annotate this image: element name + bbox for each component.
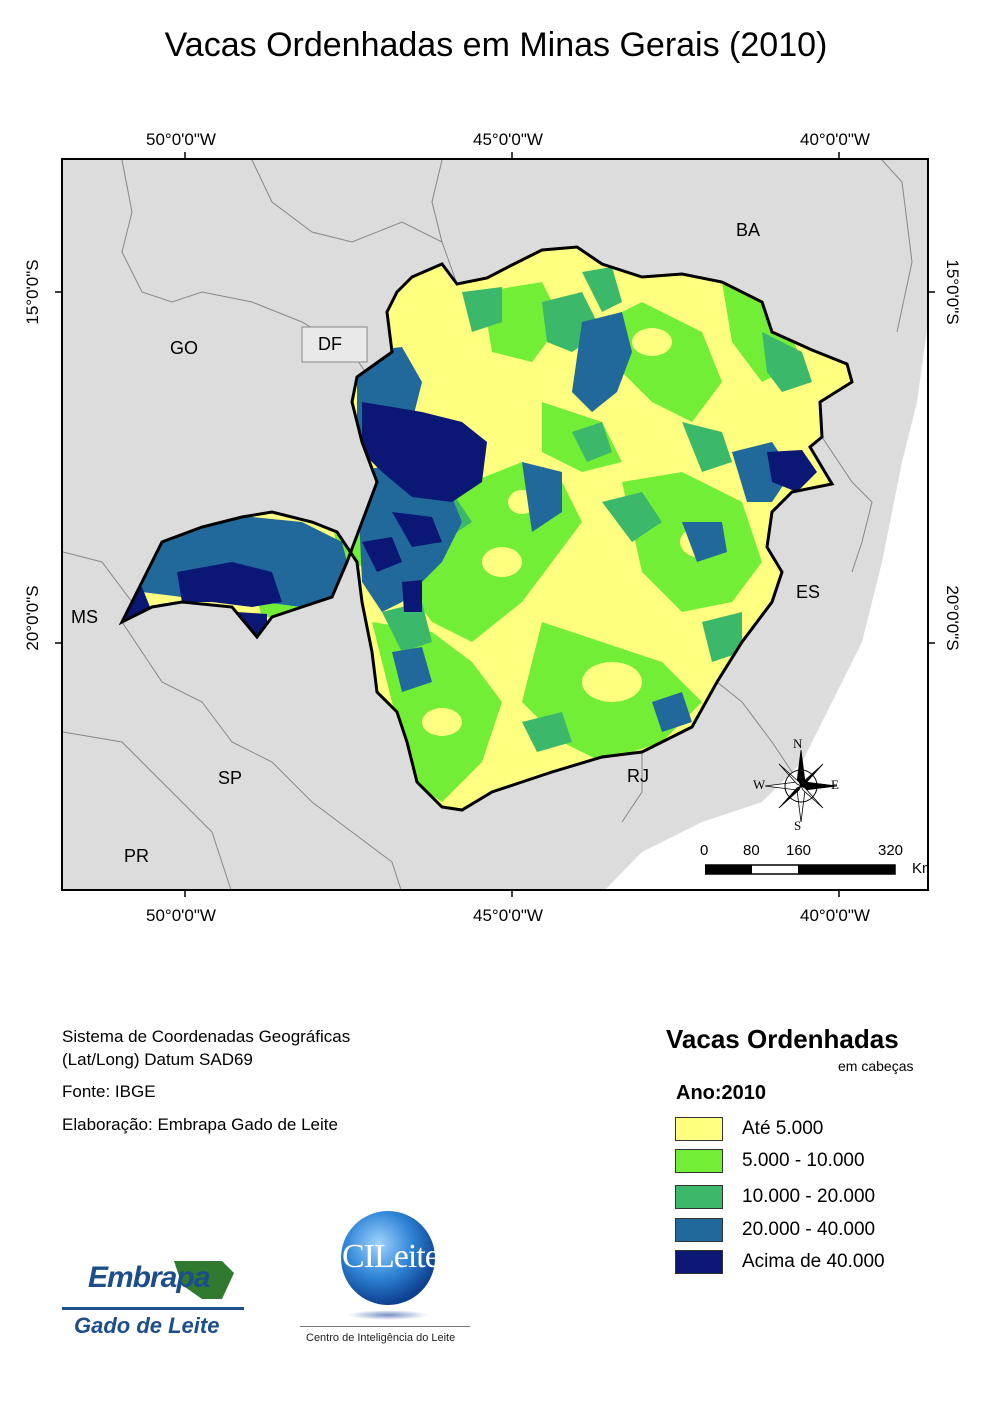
state-label-pr: PR [124, 846, 150, 866]
legend-label: Até 5.000 [742, 1118, 824, 1139]
compass-s-label: S [794, 818, 802, 833]
legend-swatch [675, 1149, 723, 1173]
embrapa-logo-name: Embrapa [88, 1261, 210, 1294]
scale-label-160: 160 [786, 842, 812, 859]
compass-n-label: N [793, 736, 803, 751]
cileite-logo-sub: Centro de Inteligência do Leite [306, 1332, 456, 1344]
map-frame: BA GO DF MS ES SP RJ PR N S W E 0 80 160… [61, 158, 929, 891]
compass-w-label: W [753, 777, 766, 792]
map-canvas [63, 160, 927, 889]
state-label-ba: BA [736, 220, 761, 240]
embrapa-logo-sub: Gado de Leite [74, 1313, 220, 1338]
coord-top-45w: 45°0'0"W [473, 130, 543, 149]
legend-swatch [675, 1250, 723, 1274]
legend-label: Acima de 40.000 [742, 1251, 885, 1272]
info-source: Fonte: IBGE [62, 1082, 156, 1101]
coord-top-50w: 50°0'0"W [146, 130, 216, 149]
state-label-df: DF [318, 334, 342, 354]
cileite-logo-mark [341, 1211, 435, 1320]
scale-label-80: 80 [743, 842, 760, 859]
map-title: Vacas Ordenhadas em Minas Gerais (2010) [164, 26, 828, 64]
compass-rose-icon [764, 749, 838, 823]
legend-label: 5.000 - 10.000 [742, 1150, 865, 1171]
cileite-logo-name: CILeite [342, 1238, 440, 1275]
coord-bottom-45w: 45°0'0"W [473, 906, 543, 925]
legend-year: Ano:2010 [676, 1082, 767, 1104]
state-label-rj: RJ [627, 766, 649, 786]
legend-title: Vacas Ordenhadas [666, 1024, 899, 1054]
legend-label: 10.000 - 20.000 [742, 1186, 876, 1207]
state-label-ms: MS [71, 607, 98, 627]
state-label-go: GO [170, 338, 199, 358]
info-datum: (Lat/Long) Datum SAD69 [62, 1050, 253, 1069]
info-author: Elaboração: Embrapa Gado de Leite [62, 1115, 338, 1134]
coord-top-40w: 40°0'0"W [800, 130, 870, 149]
scale-label-320: 320 [878, 842, 904, 859]
scale-unit: Km [912, 860, 927, 877]
legend-subtitle: em cabeças [838, 1058, 914, 1074]
coord-bottom-50w: 50°0'0"W [146, 906, 216, 925]
legend-swatch [675, 1218, 723, 1242]
state-label-es: ES [796, 582, 821, 602]
state-label-sp: SP [218, 768, 243, 788]
cileite-logo: CILeite Centro de Inteligência do Leite [300, 1208, 470, 1348]
scale-bar [705, 864, 896, 875]
coord-bottom-40w: 40°0'0"W [800, 906, 870, 925]
compass-e-label: E [831, 777, 839, 792]
info-coord-system: Sistema de Coordenadas Geográficas [62, 1027, 351, 1046]
legend-swatch [675, 1117, 723, 1141]
embrapa-logo: Embrapa Gado de Leite [62, 1255, 248, 1345]
legend-swatch [675, 1185, 723, 1209]
scale-label-0: 0 [700, 842, 709, 859]
embrapa-logo-mark [174, 1261, 234, 1299]
legend-label: 20.000 - 40.000 [742, 1219, 876, 1240]
